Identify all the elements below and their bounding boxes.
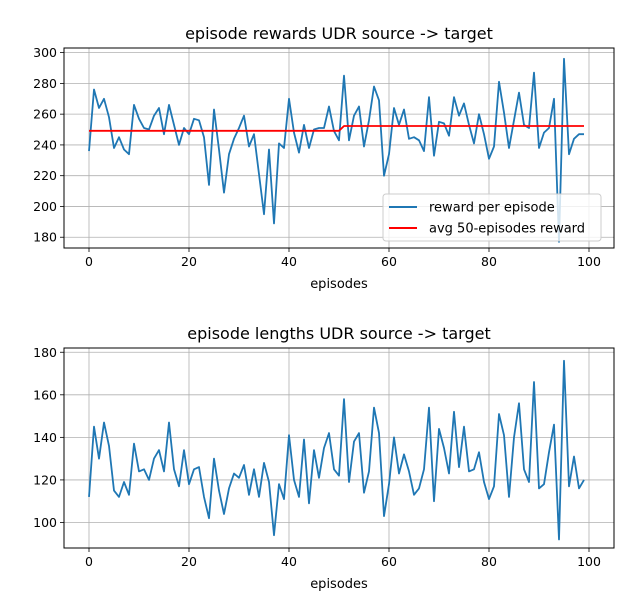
x-tick-label: 20: [181, 254, 197, 269]
legend-box: [382, 193, 602, 242]
x-tick-label: 80: [481, 254, 497, 269]
x-tick-label: 100: [577, 254, 601, 269]
rewards-x-axis-label: episodes: [310, 277, 368, 292]
y-tick-label: 260: [33, 107, 57, 122]
y-tick-label: 240: [33, 137, 57, 152]
y-tick-label: 300: [33, 45, 57, 60]
y-tick-label: 200: [33, 199, 57, 214]
y-tick-label: 220: [33, 168, 57, 183]
x-tick-label: 20: [181, 554, 197, 569]
y-tick-label: 180: [33, 230, 57, 245]
series-line-reward-per-episode: [88, 57, 584, 243]
rewards-series: [88, 57, 584, 243]
y-tick-label: 140: [33, 430, 57, 445]
lengths-chart: 0 20 40 60 80 100 100 120 140 160 180 episode len…: [33, 324, 615, 592]
x-tick-label: 0: [85, 554, 93, 569]
x-tick-label: 40: [281, 554, 297, 569]
rewards-legend: reward per episode avg 50-episodes rewar…: [382, 193, 602, 242]
lengths-chart-title: episode lengths UDR source -> target: [187, 324, 490, 343]
rewards-chart-title: episode rewards UDR source -> target: [185, 24, 493, 43]
legend-label-reward-per-episode: reward per episode: [429, 201, 555, 216]
series-line-avg-50-episodes-reward: [89, 125, 584, 132]
y-tick-label: 180: [33, 345, 57, 360]
y-tick-label: 100: [33, 515, 57, 530]
x-tick-label: 0: [85, 254, 93, 269]
lengths-series: [88, 359, 585, 541]
lengths-y-ticks: 100 120 140 160 180: [33, 345, 64, 530]
series-line-episode-length: [88, 359, 585, 541]
lengths-x-ticks: 0 20 40 60 80 100: [85, 548, 601, 569]
y-tick-label: 120: [33, 472, 57, 487]
x-tick-label: 60: [381, 254, 397, 269]
lengths-x-axis-label: episodes: [310, 577, 368, 592]
x-tick-label: 40: [281, 254, 297, 269]
rewards-y-ticks: 180 200 220 240 260 280 300: [33, 45, 64, 245]
legend-label-avg-50-episodes: avg 50-episodes reward: [429, 222, 585, 237]
x-tick-label: 100: [577, 554, 601, 569]
y-tick-label: 280: [33, 76, 57, 91]
rewards-chart: 0 20 40 60 80 100 180 200 220 240 260 280 300 episo…: [33, 24, 615, 292]
x-tick-label: 60: [381, 554, 397, 569]
x-tick-label: 80: [481, 554, 497, 569]
lengths-plot-frame: [63, 347, 615, 549]
rewards-x-ticks: 0 20 40 60 80 100: [85, 248, 601, 269]
y-tick-label: 160: [33, 387, 57, 402]
rewards-plot-frame: [63, 47, 615, 249]
lengths-grid: [64, 348, 614, 548]
